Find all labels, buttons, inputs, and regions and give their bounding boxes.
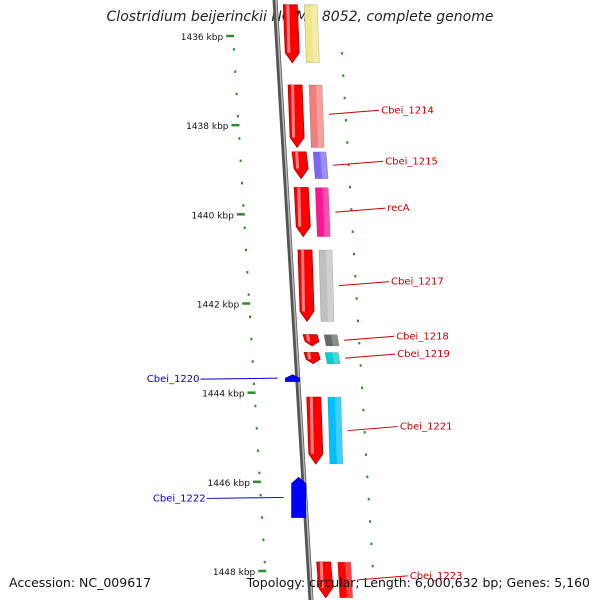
gene-block (337, 561, 354, 599)
gene-label-leader (357, 575, 408, 581)
gene-arrow (282, 4, 300, 64)
gene-block-shade (334, 397, 343, 464)
gene-block-shade (322, 187, 331, 237)
gene-block (327, 396, 344, 465)
gene-label-leader (329, 109, 380, 115)
gene-arrow (287, 84, 305, 149)
gene-arrow (303, 352, 321, 365)
reverse-gene-label: Cbei_1220 (147, 374, 200, 385)
gene-arrow (306, 396, 324, 465)
gene-label: Cbei_1215 (385, 156, 438, 167)
gene-arrow-shade (286, 4, 291, 53)
reverse-gene-leader (206, 496, 284, 499)
reverse-gene-arrow (285, 374, 300, 382)
gene-block-shade (311, 4, 320, 63)
gene-label: Cbei_1217 (391, 277, 444, 288)
gene-block (303, 4, 320, 64)
gene-label: Cbei_1214 (381, 105, 434, 116)
gene-arrow (291, 151, 309, 180)
gene-label-leader (344, 335, 395, 341)
gene-arrow-shade (306, 334, 311, 342)
gene-arrow (293, 187, 311, 238)
scale-tick-label: 1446 kbp (208, 479, 251, 489)
gene-block (323, 334, 340, 347)
gene-arrow-shade (319, 562, 324, 588)
gene-label-leader (335, 207, 386, 213)
gene-block (312, 151, 329, 179)
map-title: Clostridium beijerinckii NCIMB 8052, com… (106, 9, 494, 25)
gene-block-shade (320, 151, 329, 179)
gene-block-shade (316, 85, 325, 148)
gene-block (318, 249, 335, 322)
gene-arrow-shade (307, 352, 312, 360)
gene-arrow-shade (309, 397, 314, 454)
gene-block (308, 84, 325, 148)
scale-tick-label: 1442 kbp (197, 301, 240, 311)
reverse-gene-label: Cbei_1222 (153, 493, 206, 504)
gene-block-shade (344, 562, 353, 598)
gene-label: Cbei_1219 (397, 349, 450, 360)
gene-block-shade (326, 250, 334, 322)
scale-tick-label: 1440 kbp (191, 211, 234, 221)
scale-tick-label: 1444 kbp (202, 390, 245, 400)
scale-tick-label: 1448 kbp (213, 568, 256, 578)
gene-arrow (302, 334, 320, 347)
reverse-gene-leader (200, 377, 278, 380)
gene-label-leader (345, 353, 396, 359)
gene-arrow (297, 249, 315, 323)
accession-text: Accession: NC_009617 (9, 575, 152, 590)
gene-label: Cbei_1221 (400, 422, 453, 433)
gene-label-leader (333, 160, 384, 166)
scale-tick-label: 1438 kbp (186, 122, 229, 132)
genome-summary-text: Topology: circular; Length: 6,000,632 bp… (246, 575, 590, 590)
gene-arrow-shade (297, 187, 302, 227)
gene-label: Cbei_1223 (410, 571, 463, 582)
gene-arrow-shade (301, 250, 305, 312)
gene-label-leader (347, 426, 398, 432)
gene-arrow-shade (291, 85, 296, 138)
gene-label-leader (338, 281, 390, 287)
gene-block (324, 352, 341, 364)
scale-tick-label: 1436 kbp (181, 33, 224, 43)
reverse-gene-arrow (291, 476, 307, 518)
gene-label: recA (387, 203, 410, 214)
gene-block (314, 187, 331, 237)
gene-arrow-shade (295, 151, 300, 169)
gene-block-shade (332, 352, 341, 364)
gene-block-shade (331, 334, 340, 346)
gene-label: Cbei_1218 (396, 331, 449, 342)
